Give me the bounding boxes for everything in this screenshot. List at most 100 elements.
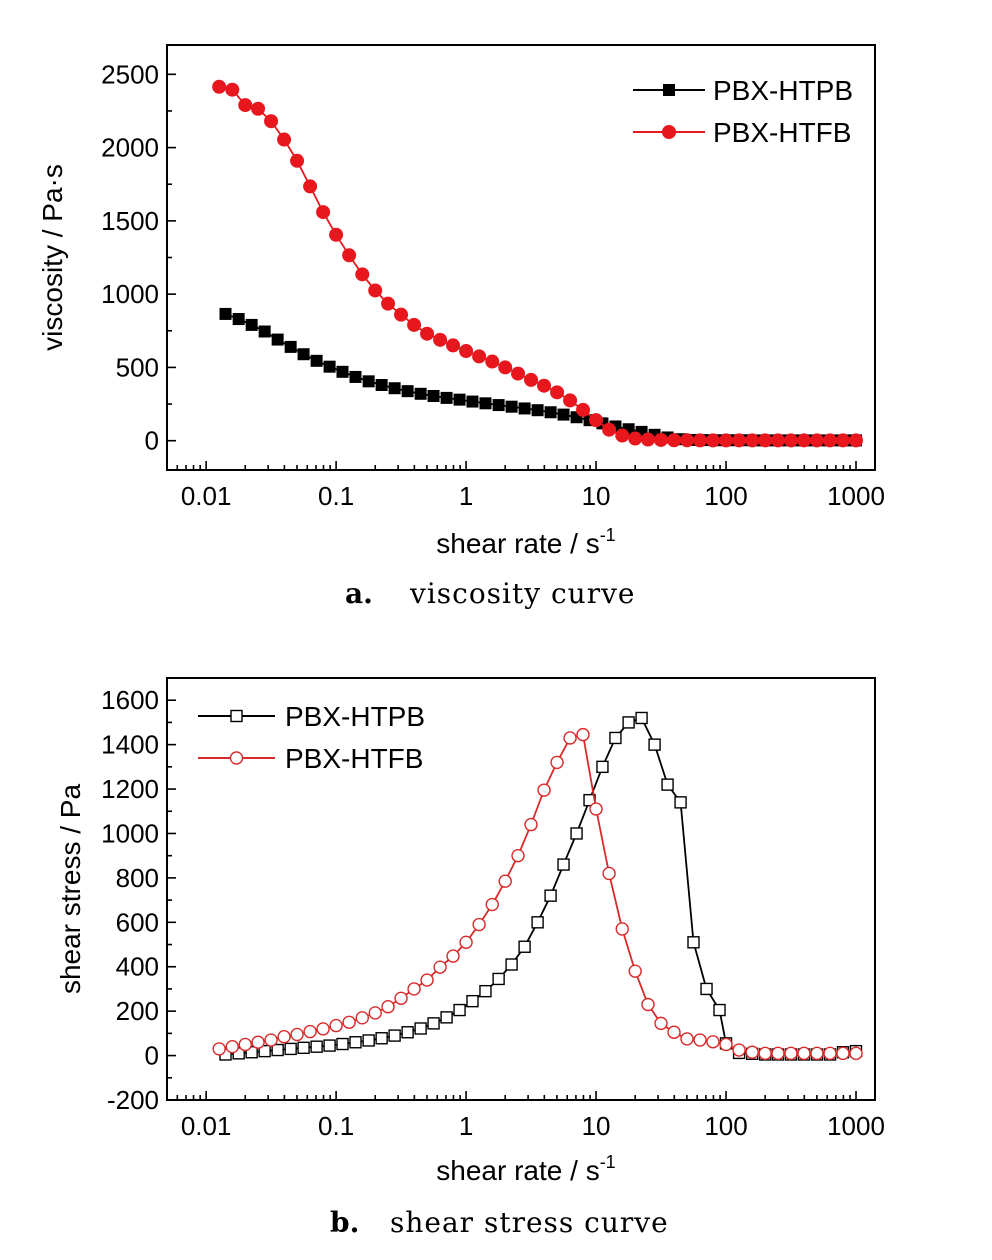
data-point — [466, 994, 479, 1008]
data-point — [349, 370, 362, 383]
y-tick-label: 1000 — [101, 818, 159, 848]
data-point — [550, 385, 565, 400]
x-tick-label: 0.01 — [181, 481, 232, 511]
data-point — [316, 1022, 330, 1036]
x-tick-label: 0.1 — [318, 1111, 354, 1141]
data-point — [745, 1045, 759, 1059]
data-point — [336, 365, 349, 378]
data-point — [264, 114, 279, 129]
data-point — [381, 296, 396, 311]
data-point — [219, 307, 232, 320]
y-tick-label: -200 — [107, 1085, 159, 1115]
x-tick-label: 0.01 — [181, 1111, 232, 1141]
data-point — [609, 731, 622, 745]
data-point — [576, 727, 590, 742]
data-point — [518, 940, 531, 953]
y-tick-label: 800 — [116, 863, 159, 893]
data-point — [518, 402, 531, 415]
data-point — [544, 406, 557, 419]
data-point — [758, 1046, 772, 1061]
data-point — [589, 802, 603, 816]
data-point — [225, 1039, 240, 1054]
data-point — [290, 1027, 304, 1042]
data-point — [537, 783, 551, 797]
legend-marker — [230, 709, 243, 723]
data-point — [622, 716, 635, 729]
legend-entry: PBX-HTPB — [198, 701, 425, 732]
data-point — [238, 1037, 252, 1052]
series-pbx-htfb — [212, 727, 863, 1061]
data-point — [342, 1015, 356, 1029]
caption-text: shear stress curve — [390, 1206, 669, 1239]
data-point — [693, 1033, 707, 1047]
x-tick-label: 1000 — [827, 1111, 885, 1141]
data-point — [687, 936, 700, 949]
y-tick-label: 600 — [116, 907, 159, 937]
data-point — [602, 422, 617, 437]
y-tick-label: 1200 — [101, 774, 159, 804]
legend-label: PBX-HTPB — [713, 75, 853, 106]
y-tick-label: 0 — [145, 426, 159, 456]
data-point — [557, 858, 570, 871]
data-point — [414, 1022, 427, 1035]
data-point — [823, 1046, 837, 1061]
data-point — [427, 1017, 440, 1030]
data-point — [810, 1046, 824, 1061]
data-point — [809, 433, 824, 448]
data-point — [316, 205, 331, 220]
series-pbx-htpb — [219, 307, 863, 447]
series-line — [225, 313, 856, 442]
data-point — [329, 1018, 343, 1033]
x-tick-label: 100 — [704, 1111, 747, 1141]
data-point — [264, 1033, 278, 1047]
data-point — [557, 408, 570, 421]
data-point — [375, 379, 388, 391]
y-tick-label: 2000 — [101, 133, 159, 163]
data-point — [654, 432, 669, 447]
data-point — [271, 1043, 284, 1057]
series-pbx-htfb — [212, 79, 864, 448]
data-point — [485, 354, 500, 369]
data-point — [342, 248, 357, 263]
caption-letter: a. — [345, 577, 373, 610]
data-point — [485, 897, 499, 912]
x-axis-label: shear rate / s-1 — [436, 525, 615, 559]
data-point — [589, 413, 604, 428]
data-point — [576, 402, 591, 417]
data-point — [258, 325, 271, 338]
data-point — [498, 360, 513, 375]
data-point — [544, 889, 557, 902]
data-point — [680, 1032, 694, 1046]
y-tick-label: 500 — [116, 352, 159, 382]
data-point — [615, 922, 629, 936]
data-point — [849, 433, 864, 448]
data-point — [498, 874, 512, 888]
y-tick-label: 1600 — [101, 685, 159, 715]
data-point — [511, 848, 525, 863]
data-point — [797, 1046, 811, 1061]
data-point — [492, 972, 505, 986]
data-point — [680, 433, 695, 448]
data-point — [303, 1024, 317, 1039]
legend-entry: PBX-HTFB — [198, 743, 423, 774]
data-point — [466, 395, 479, 408]
data-point — [271, 333, 284, 346]
data-point — [563, 393, 578, 408]
data-point — [511, 366, 526, 381]
x-axis-label-text: shear rate / s — [436, 528, 599, 559]
data-point — [388, 382, 401, 395]
data-point — [719, 433, 734, 448]
data-point — [615, 428, 630, 443]
legend-label: PBX-HTPB — [285, 701, 425, 732]
data-point — [375, 1032, 388, 1045]
data-point — [713, 1003, 726, 1017]
data-point — [446, 949, 460, 963]
data-point — [440, 391, 453, 404]
data-point — [323, 1039, 336, 1052]
data-point — [563, 731, 577, 745]
data-point — [628, 431, 643, 446]
data-point — [290, 153, 305, 168]
data-point — [628, 964, 642, 978]
data-point — [329, 227, 344, 242]
data-point — [797, 433, 812, 448]
